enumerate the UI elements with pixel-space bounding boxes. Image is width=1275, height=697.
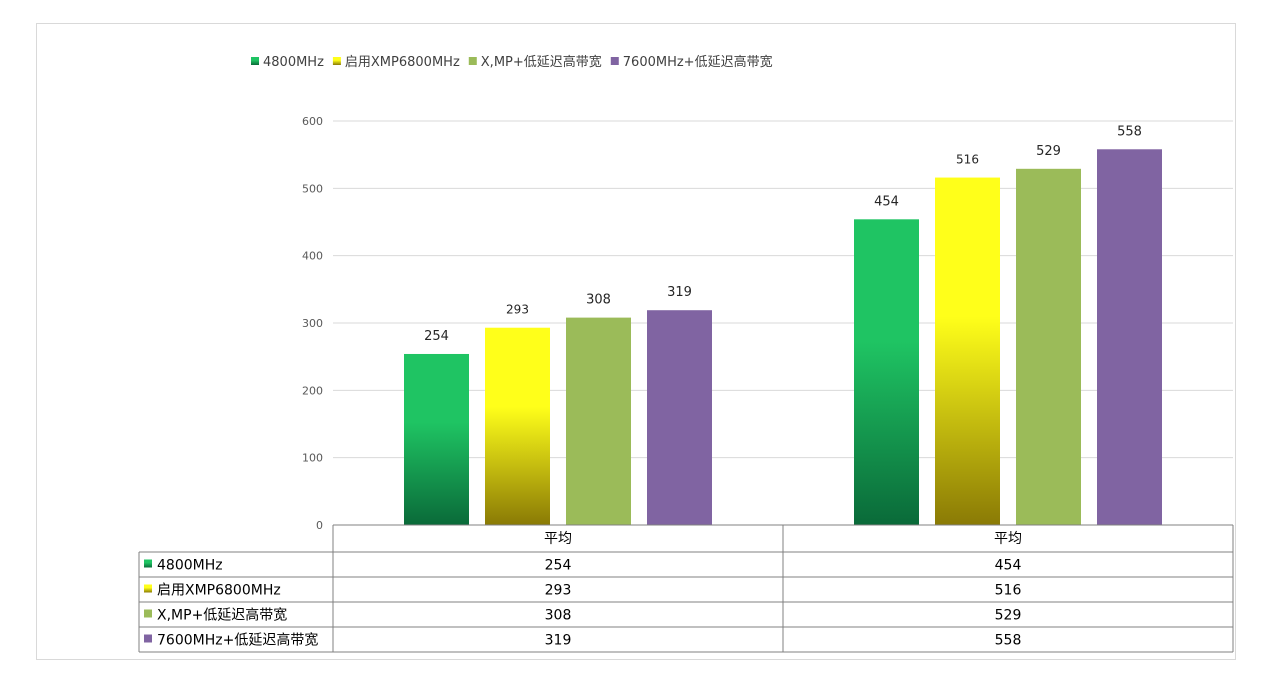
bar [935,177,1000,525]
table-legend-swatch [144,634,152,643]
legend-label: 启用XMP6800MHz [345,55,460,70]
table-header-cell: 平均 [994,531,1022,547]
data-label: 558 [1117,124,1142,139]
bar [647,310,712,525]
data-label: 319 [667,285,692,300]
table-series-name: 7600MHz+低延迟高带宽 [157,632,318,649]
bar [854,219,919,525]
y-tick-label: 200 [302,384,323,397]
y-tick-label: 400 [302,250,323,263]
table-value-cell: 293 [545,583,572,599]
y-tick-label: 300 [302,317,323,330]
legend-swatch [610,57,619,65]
legend-swatch [251,57,259,65]
y-tick-label: 100 [302,452,323,465]
bar [485,327,550,525]
legend-label: X,MP+低延迟高带宽 [481,54,602,70]
table-value-cell: 516 [995,583,1022,599]
table-value-cell: 319 [545,633,572,649]
table-value-cell: 454 [995,558,1022,574]
chart-svg: 4800MHz 启用XMP6800MHz X,MP+低延迟高带宽 7600MHz+低延… [138,54,1234,653]
table-legend-swatch [144,559,152,568]
legend-swatch [332,57,341,65]
bar [1097,149,1162,525]
y-tick-label: 500 [302,182,323,195]
table-header-cell: 平均 [544,531,572,547]
chart-frame: 4800MHz 启用XMP6800MHz X,MP+低延迟高带宽 7600MHz+低延… [36,23,1236,660]
table-value-cell: 308 [545,608,572,624]
bar [566,317,631,525]
legend-swatch [468,57,477,65]
table-series-name: 启用XMP6800MHz [157,583,281,599]
data-labels: 254 293 308 319 454 516 529 558 [424,124,1142,344]
table-series-name: X,MP+低延迟高带宽 [157,607,287,624]
data-table: 平均 平均 4800MHz 254 454 启用XMP6800MHz 293 516 X,MP+… [138,524,1234,653]
bars [404,149,1162,525]
data-label: 516 [956,153,979,167]
data-label: 293 [506,303,529,317]
legend-label: 4800MHz [263,55,324,70]
bar [404,353,469,525]
table-legend-swatch [144,609,152,618]
y-tick-label: 600 [302,115,323,128]
bar [1016,168,1081,525]
grid-lines [333,120,1233,459]
data-label: 254 [424,329,449,344]
data-label: 529 [1036,144,1061,159]
legend: 4800MHz 启用XMP6800MHz X,MP+低延迟高带宽 7600MHz+低延… [251,54,773,70]
table-series-name: 4800MHz [157,558,223,574]
table-value-cell: 529 [995,608,1022,624]
data-label: 308 [586,293,611,308]
table-value-cell: 558 [995,633,1022,649]
table-value-cell: 254 [545,558,572,574]
y-axis-ticks: 0 100 200 300 400 500 600 [302,115,323,532]
table-legend-swatch [144,584,152,593]
y-tick-label: 0 [316,519,323,532]
legend-label: 7600MHz+低延迟高带宽 [623,54,773,70]
data-label: 454 [874,194,899,209]
